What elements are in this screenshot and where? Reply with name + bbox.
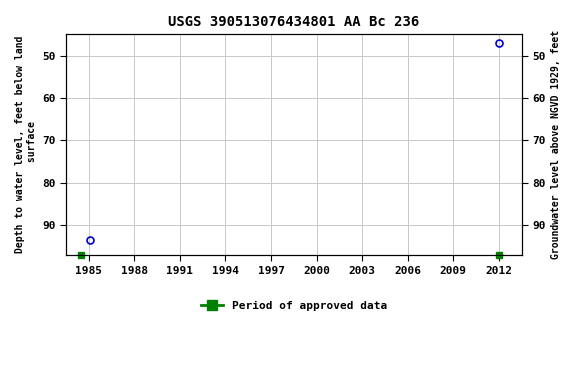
Y-axis label: Depth to water level, feet below land
 surface: Depth to water level, feet below land su… [15,36,37,253]
Title: USGS 390513076434801 AA Bc 236: USGS 390513076434801 AA Bc 236 [168,15,419,29]
Legend: Period of approved data: Period of approved data [196,297,392,316]
Y-axis label: Groundwater level above NGVD 1929, feet: Groundwater level above NGVD 1929, feet [551,30,561,259]
